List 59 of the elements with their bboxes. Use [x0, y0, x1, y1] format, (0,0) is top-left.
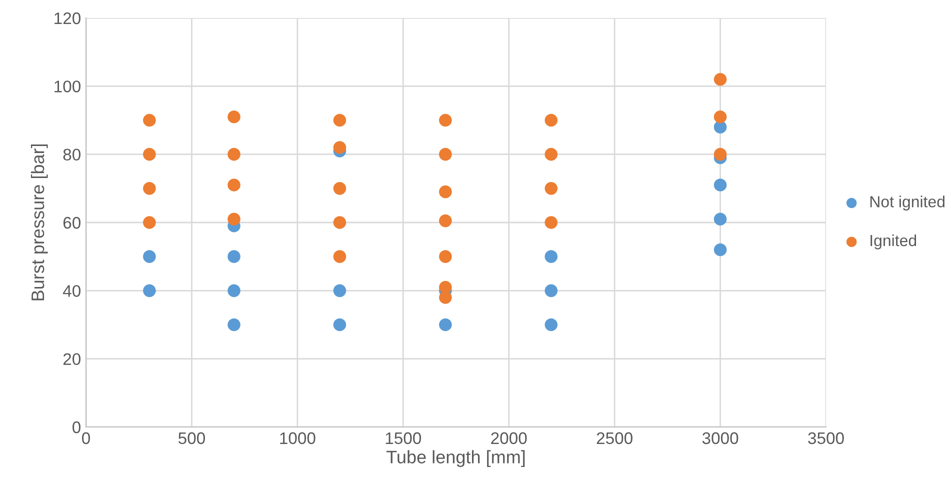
point [439, 214, 452, 228]
point [439, 318, 452, 332]
legend-label: Ignited [870, 234, 916, 250]
legend-label: Not ignited [870, 196, 944, 211]
point [714, 243, 727, 256]
point [333, 114, 346, 127]
point [333, 182, 346, 195]
y-tick-label: 60 [63, 216, 80, 229]
point [228, 212, 240, 226]
point [228, 250, 240, 263]
point [544, 148, 558, 161]
point [228, 284, 240, 298]
point [228, 110, 240, 124]
point [714, 110, 727, 124]
x-tick-label: 3000 [702, 432, 738, 444]
point [544, 284, 558, 298]
point [439, 280, 452, 294]
point [333, 141, 346, 154]
point [714, 212, 727, 226]
point [333, 216, 346, 229]
y-tick-label: 100 [54, 80, 80, 92]
y-tick-label: 120 [54, 12, 80, 24]
x-tick-label: 0 [82, 432, 90, 444]
x-tick-label: 1000 [280, 432, 316, 444]
y-tick-label: 40 [62, 285, 80, 297]
point [439, 250, 452, 263]
x-tick-label: 500 [178, 432, 205, 444]
point [143, 114, 156, 127]
x-tick-label: 3500 [808, 432, 844, 444]
point [228, 178, 240, 192]
x-axis-title: Tube length [mm] [386, 450, 525, 468]
point [439, 185, 452, 198]
y-axis-title: Burst pressure [bar] [30, 144, 48, 300]
y-tick-label: 0 [72, 421, 80, 434]
point [143, 216, 156, 229]
point [544, 216, 558, 229]
point [228, 318, 240, 332]
y-tick-label: 20 [63, 353, 80, 366]
y-tick-label: 80 [63, 148, 80, 161]
point [544, 318, 558, 332]
point [714, 178, 727, 192]
point [143, 284, 156, 298]
point [143, 250, 156, 263]
point [439, 114, 452, 127]
point [143, 182, 156, 195]
point [544, 114, 558, 127]
x-tick-label: 2500 [596, 432, 632, 444]
point [333, 284, 346, 298]
point [439, 148, 452, 161]
point [143, 148, 156, 161]
point [228, 148, 240, 161]
point [714, 148, 727, 161]
point [333, 318, 346, 332]
point [544, 250, 558, 263]
point [333, 250, 346, 263]
x-tick-label: 1500 [386, 432, 422, 444]
point [714, 72, 727, 86]
point [544, 182, 558, 195]
x-tick-label: 2000 [491, 432, 527, 444]
